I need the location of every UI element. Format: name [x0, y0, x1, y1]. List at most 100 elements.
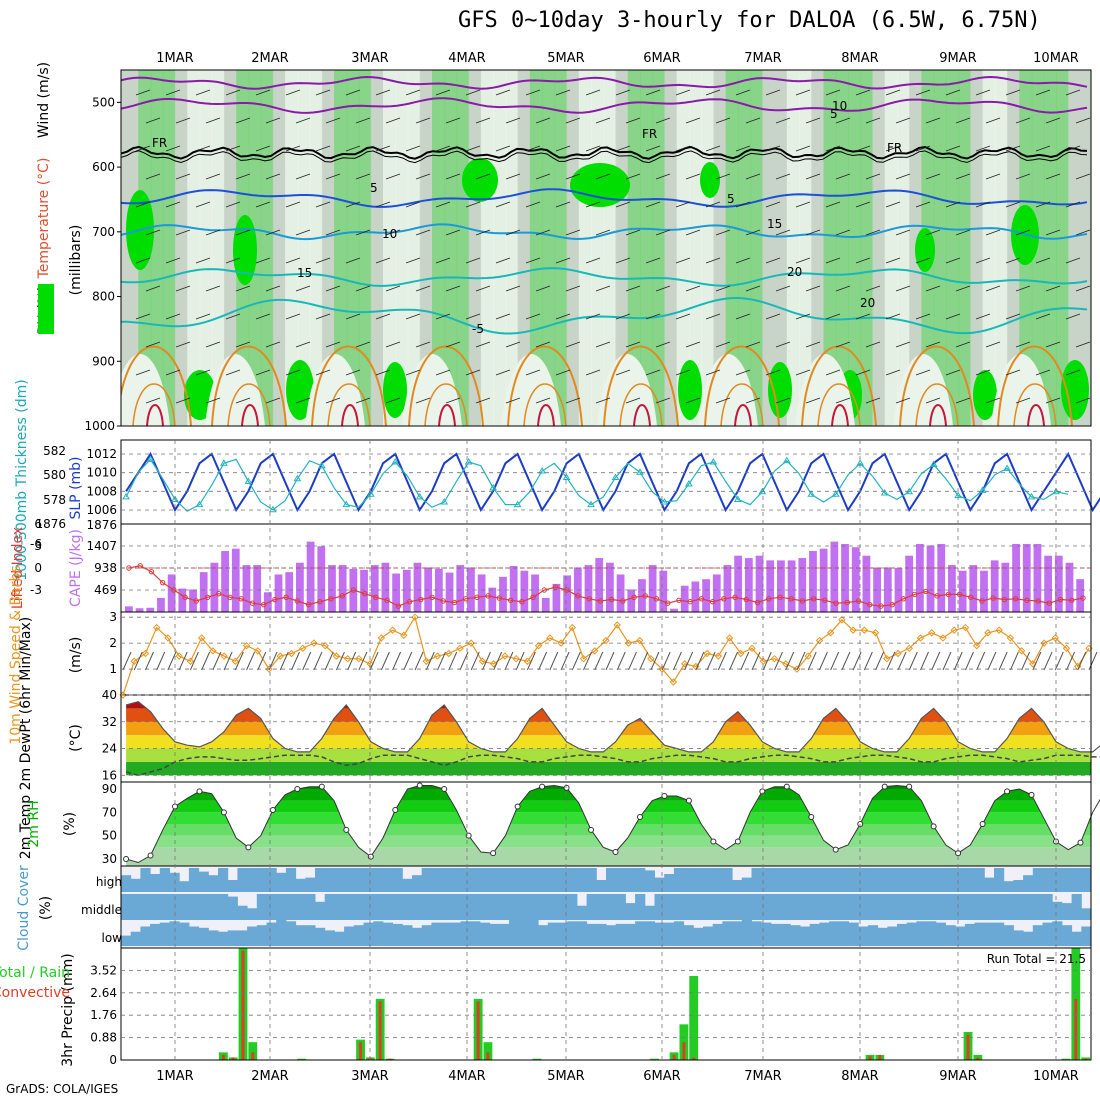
- thickness-point: [293, 474, 302, 482]
- wind10-barb: [886, 651, 896, 671]
- thickness-ytick: 1876: [35, 517, 66, 531]
- lifted-index-point: [440, 598, 446, 604]
- cloud-cell-middle: [547, 894, 558, 920]
- wind-barb: [555, 369, 571, 376]
- wind10-point: [995, 626, 1003, 634]
- wind10-barb: [1054, 651, 1064, 671]
- cloud-cell-high: [887, 868, 898, 892]
- cloud-cell-low: [295, 925, 306, 946]
- wind-barb: [255, 145, 271, 152]
- cloud-cell-high: [955, 868, 966, 892]
- wind-barb: [775, 397, 791, 404]
- contour-label: 10: [382, 227, 397, 241]
- wind10-point: [1051, 634, 1060, 642]
- cape-bar: [456, 565, 465, 612]
- wind-barb: [775, 229, 791, 236]
- rh-column: [309, 70, 323, 426]
- cape-bar: [819, 548, 828, 612]
- cloud-cell-high: [800, 868, 811, 892]
- wind-barb: [885, 145, 901, 152]
- wind-barb: [345, 257, 361, 264]
- temp-band: [126, 748, 1091, 762]
- wind-barb: [1005, 257, 1021, 264]
- cloud-cell-middle: [509, 894, 520, 920]
- wind10-barb: [998, 651, 1008, 671]
- wind10-barb: [830, 651, 840, 671]
- cloud-cell-low: [829, 921, 840, 946]
- wind-barb: [235, 117, 251, 124]
- wind-barb: [535, 341, 551, 348]
- wind-barb: [135, 369, 151, 376]
- cloud-cell-high: [266, 868, 277, 892]
- cloud-cell-high: [576, 868, 588, 892]
- lifted-index-point: [990, 595, 996, 601]
- cloud-cell-low: [460, 921, 471, 946]
- precip-total-label: Total / Rain: [0, 965, 70, 981]
- wind10-point: [826, 629, 835, 637]
- cloud-cell-low: [732, 921, 743, 946]
- contour-15: [121, 267, 1088, 287]
- rh-column: [688, 70, 703, 426]
- thickness-point: [562, 473, 571, 480]
- wind10-barb: [425, 651, 435, 671]
- wind-barb: [225, 145, 241, 152]
- rh-column: [1056, 70, 1070, 426]
- wind-barb: [315, 369, 331, 376]
- wind-barb: [955, 341, 971, 348]
- cloud-cell-low: [693, 927, 704, 946]
- temp-line: [125, 701, 1100, 753]
- cape-bar: [434, 568, 443, 612]
- wind10-barb: [684, 651, 694, 671]
- cape-bar: [135, 608, 144, 612]
- cloud-cell-low: [237, 930, 248, 946]
- dry-area: [698, 354, 758, 426]
- wind-barb: [1065, 257, 1081, 264]
- rh-band: [126, 812, 1091, 824]
- wind-barb: [465, 145, 481, 152]
- cloud-cell-middle: [557, 894, 568, 920]
- cloud-cell-low: [285, 921, 297, 946]
- slp-ytick: 1008: [86, 484, 117, 498]
- wind-barb: [355, 341, 371, 348]
- wind-barb: [135, 201, 151, 208]
- cloud-cell-high: [295, 878, 306, 892]
- cloud-cell-low: [722, 921, 733, 946]
- cloud-cell-high: [819, 868, 830, 892]
- wind10-barb: [493, 651, 503, 671]
- cloud-cell-low: [1081, 926, 1092, 946]
- wind10-barb: [807, 651, 817, 671]
- cape-bar: [873, 567, 881, 612]
- cloud-cell-low: [179, 922, 190, 946]
- wind10-point: [175, 652, 183, 660]
- contour-10: [121, 223, 1088, 241]
- wind-barb: [885, 89, 901, 96]
- cloud-cell-middle: [829, 894, 840, 920]
- lifted-index-point: [519, 599, 525, 605]
- cloud-cell-middle: [858, 894, 869, 920]
- cloud-cell-middle: [121, 894, 132, 920]
- wind-barb: [795, 145, 811, 152]
- cloud-cell-high: [829, 868, 840, 892]
- lifted-index-point: [384, 597, 390, 603]
- cloud-cell-low: [664, 922, 675, 946]
- rh-band: [126, 789, 1091, 801]
- cloud-cell-low: [1071, 931, 1082, 946]
- wind-barb: [745, 397, 761, 404]
- wind-barb: [145, 341, 161, 348]
- wind-barb: [975, 201, 991, 208]
- cloud-cell-low: [906, 922, 917, 946]
- date-label-top: 1MAR: [156, 51, 193, 66]
- cape-bar: [520, 570, 529, 612]
- cloud-cell-low: [479, 922, 491, 946]
- cloud-cell-middle: [974, 894, 985, 920]
- cape-bar: [1076, 579, 1085, 612]
- wind-barb: [825, 313, 841, 320]
- lifted-index-point: [810, 596, 817, 602]
- upper-wind-label: Wind (m/s): [36, 62, 52, 138]
- rh2m-point: [318, 783, 325, 790]
- wind10-barb: [875, 651, 885, 671]
- wind-barb: [1035, 145, 1051, 152]
- wind-barb: [765, 257, 781, 264]
- wind10-barb: [717, 651, 727, 671]
- lifted-index-label: Lifted Index: [10, 527, 26, 609]
